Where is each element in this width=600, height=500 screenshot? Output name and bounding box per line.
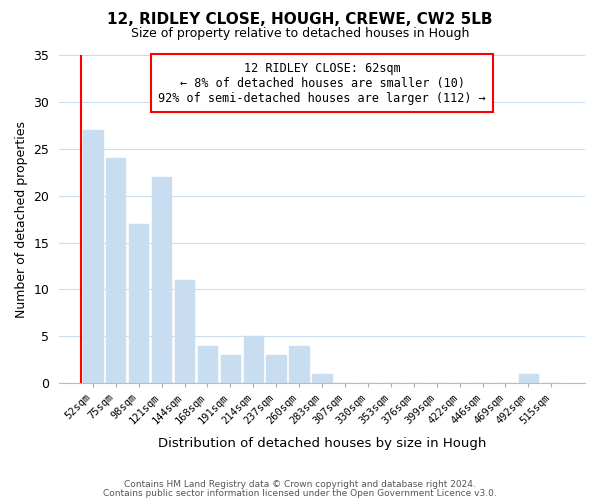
Bar (152, 177, 172, 384)
Text: 12, RIDLEY CLOSE, HOUGH, CREWE, CW2 5LB: 12, RIDLEY CLOSE, HOUGH, CREWE, CW2 5LB (107, 12, 493, 28)
Text: 12 RIDLEY CLOSE: 62sqm
← 8% of detached houses are smaller (10)
92% of semi-deta: 12 RIDLEY CLOSE: 62sqm ← 8% of detached … (158, 62, 486, 104)
Bar (266, 355, 286, 384)
Bar (175, 280, 194, 384)
Bar (106, 158, 125, 384)
Bar (129, 224, 148, 384)
Bar (313, 374, 332, 384)
Bar (197, 346, 217, 384)
Y-axis label: Number of detached properties: Number of detached properties (15, 120, 28, 318)
Text: Size of property relative to detached houses in Hough: Size of property relative to detached ho… (131, 28, 469, 40)
Bar (244, 336, 263, 384)
Bar (83, 130, 103, 384)
Text: Contains public sector information licensed under the Open Government Licence v3: Contains public sector information licen… (103, 488, 497, 498)
Bar (221, 355, 240, 384)
Text: Contains HM Land Registry data © Crown copyright and database right 2024.: Contains HM Land Registry data © Crown c… (124, 480, 476, 489)
X-axis label: Distribution of detached houses by size in Hough: Distribution of detached houses by size … (158, 437, 486, 450)
Bar (289, 346, 309, 384)
Bar (518, 374, 538, 384)
